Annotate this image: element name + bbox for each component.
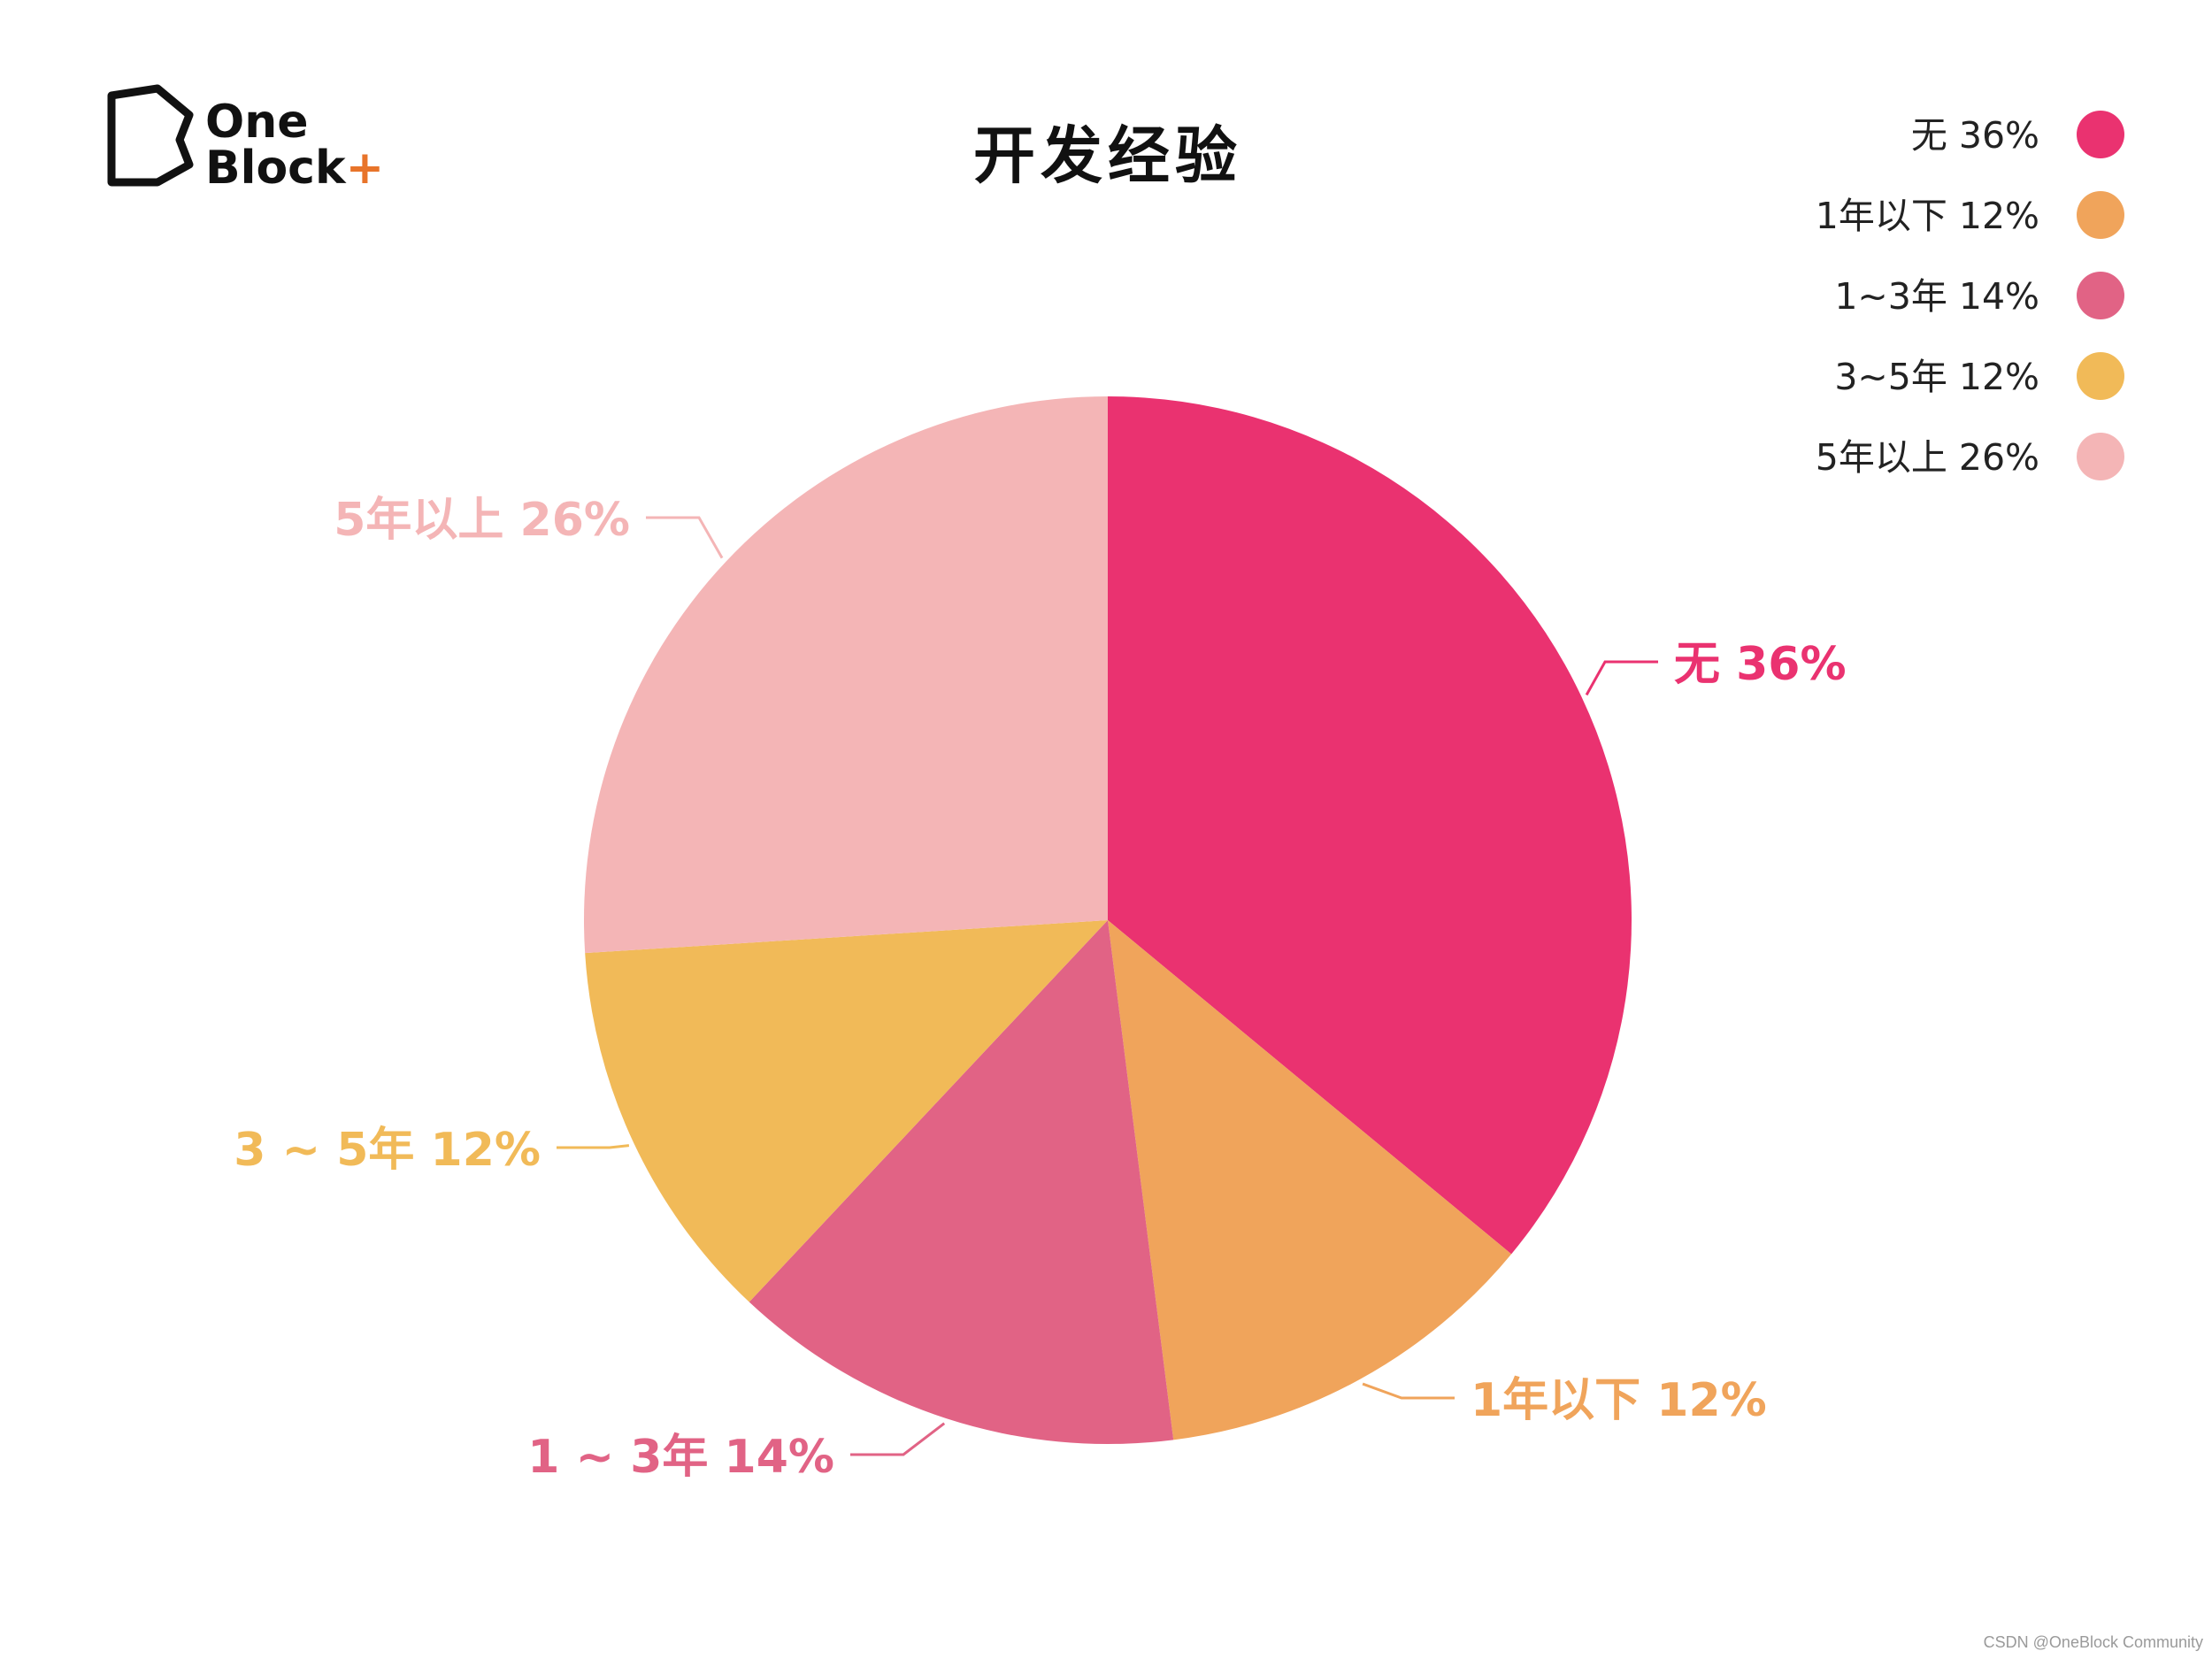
legend-swatch-1 [2077,191,2124,239]
callout-line-2 [850,1422,946,1456]
callout-line-0 [1585,660,1658,696]
legend-label-1: 1年以下 12% [1816,195,2039,237]
legend-swatch-4 [2077,433,2124,480]
callout-label-0: 无 36% [1674,638,1847,691]
pie-slice-0 [1108,396,1632,1255]
logo-text-one: One [205,96,309,149]
chart-title: 开发经验 [973,119,1242,192]
callout-line-3 [557,1144,630,1149]
logo-mark-icon [107,84,194,187]
callout-label-4: 5年以上 26% [334,494,630,547]
legend: 无 36% 1年以下 12% 1~3年 14% 3~5年 12% 5年以上 26% [1816,111,2124,480]
pie-slice-1 [1108,920,1512,1440]
legend-swatch-0 [2077,111,2124,158]
logo-plus: + [346,142,385,195]
callout-line-1 [1362,1382,1455,1400]
callout-label-2: 1 ~ 3年 14% [527,1431,834,1484]
callout-label-1: 1年以下 12% [1471,1374,1767,1427]
legend-label-4: 5年以上 26% [1816,436,2039,479]
legend-label-2: 1~3年 14% [1834,275,2039,318]
legend-label-3: 3~5年 12% [1834,356,2039,398]
logo-text-block-word: Block [205,142,347,195]
watermark: CSDN @OneBlock Community [1983,1633,2203,1651]
callout-line-4 [646,516,724,559]
oneblock-logo: One Block+ [107,84,384,195]
pie-callouts: 无 36% 1年以下 12% 1 ~ 3年 14% 3 ~ 5年 12% 5年以上 26… [234,494,1846,1484]
pie-slice-4 [583,396,1108,954]
callout-label-3: 3 ~ 5年 12% [234,1124,541,1177]
legend-swatch-3 [2077,352,2124,400]
pie-slice-3 [585,920,1108,1302]
legend-label-0: 无 36% [1911,114,2039,157]
pie-slice-2 [749,920,1174,1444]
pie-slices [583,396,1632,1444]
legend-swatch-2 [2077,272,2124,319]
logo-text-block: Block+ [205,142,384,195]
